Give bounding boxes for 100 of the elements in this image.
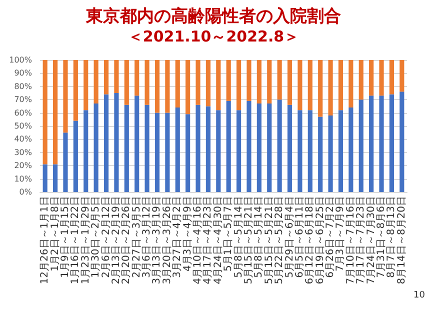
- x-tick-label: 8月7日～8月13日: [386, 196, 398, 278]
- x-tick-label: 1月9日～1月15日: [60, 196, 71, 278]
- bar: [298, 110, 302, 192]
- bar: [226, 60, 231, 101]
- x-tick-label: 6月19日～6月25日: [314, 196, 326, 284]
- bar: [186, 114, 190, 192]
- bar: [400, 60, 404, 92]
- x-tick-label: 5月22日～5月28日: [274, 196, 286, 284]
- x-tick-label: 4月10日～4月16日: [192, 196, 204, 284]
- y-tick-label: 30%: [14, 148, 32, 157]
- x-tick-label: 3月6日～3月12日: [142, 196, 153, 278]
- bar: [379, 60, 384, 96]
- x-tick-label: 6月12日～6月18日: [304, 196, 316, 284]
- bar: [338, 60, 344, 110]
- bar: [216, 110, 221, 192]
- x-tick-label: 2月27日～3月5日: [131, 196, 142, 278]
- bar: [53, 60, 58, 164]
- bar: [358, 60, 364, 100]
- bar: [175, 108, 180, 192]
- x-tick-label: 4月3日～4月9日: [182, 196, 194, 272]
- bar: [236, 110, 242, 192]
- x-tick-label: 1月2日～1月8日: [50, 196, 61, 272]
- y-tick-label: 90%: [14, 68, 32, 78]
- bar: [246, 60, 252, 101]
- bar: [196, 60, 200, 105]
- bar: [104, 60, 109, 94]
- bar: [348, 60, 354, 108]
- bar: [196, 104, 200, 192]
- bar: [379, 96, 384, 192]
- x-tick-label: 7月24日～7月30日: [366, 196, 377, 284]
- bar: [277, 100, 282, 192]
- bar: [114, 60, 119, 93]
- bar: [246, 100, 252, 192]
- x-tick-label: 6月5日～6月11日: [294, 196, 306, 278]
- bar: [154, 60, 160, 113]
- x-tick-label: 1月23日～1月29日: [80, 196, 92, 284]
- bar: [389, 60, 394, 94]
- bar: [369, 60, 374, 96]
- bar: [165, 60, 170, 113]
- x-tick-label: 6月26日～7月2日: [325, 196, 336, 278]
- y-tick-label: 40%: [14, 134, 32, 144]
- bar: [308, 60, 312, 110]
- bar: [318, 60, 323, 117]
- bar: [206, 60, 210, 106]
- bar: [348, 108, 354, 192]
- x-tick-label: 3月13日～3月19日: [152, 196, 163, 284]
- bar: [94, 104, 98, 192]
- y-tick-label: 80%: [14, 82, 32, 91]
- bar: [206, 106, 210, 192]
- bar: [73, 120, 78, 192]
- bar: [73, 60, 78, 121]
- bar: [389, 94, 394, 192]
- x-tick-label: 5月1日～5月7日: [223, 196, 234, 272]
- bar: [84, 110, 88, 192]
- x-tick-label: 7月10日～7月16日: [345, 196, 356, 284]
- bar: [165, 112, 170, 192]
- chart-subtitle: ＜2021.10～2022.8＞: [128, 28, 300, 46]
- x-tick-label: 4月17日～4月23日: [202, 196, 214, 284]
- y-tick-label: 100%: [9, 56, 32, 64]
- bar: [369, 96, 374, 192]
- x-tick-label: 7月17日～7月23日: [356, 196, 367, 284]
- x-tick-label: 7月3日～7月9日: [335, 196, 346, 272]
- x-tick-label: 5月15日～5月21日: [243, 196, 254, 284]
- x-tick-label: 2月6日～2月12日: [100, 196, 112, 278]
- x-tick-label: 3月27日～4月2日: [172, 196, 184, 278]
- bar: [277, 60, 282, 100]
- x-tick-label: 1月16日～1月22日: [70, 196, 82, 284]
- x-tick-label: 5月8日～5月14日: [233, 196, 244, 278]
- x-tick-label: 2月20日～2月26日: [121, 196, 132, 284]
- bar: [53, 164, 58, 192]
- bar: [400, 92, 404, 192]
- bar: [63, 60, 68, 133]
- x-tick-label: 5月15日～5月21日: [264, 196, 275, 284]
- bar: [144, 104, 150, 192]
- bar: [144, 60, 150, 105]
- bar: [287, 104, 292, 192]
- chart-title: 東京都内の高齢陽性者の入院割合: [85, 6, 341, 26]
- text: 10: [414, 290, 426, 300]
- bar: [154, 112, 160, 192]
- bar: [308, 110, 312, 192]
- bar: [124, 60, 129, 105]
- bar: [114, 93, 119, 192]
- bar: [298, 60, 302, 110]
- bar: [267, 60, 272, 104]
- bar: [134, 96, 140, 192]
- y-tick-label: 10%: [14, 174, 32, 184]
- bar: [186, 60, 190, 114]
- bar: [94, 60, 98, 104]
- y-tick-label: 70%: [14, 95, 32, 104]
- bar: [175, 60, 180, 108]
- bar: [124, 104, 129, 192]
- bar: [256, 104, 262, 192]
- x-tick-label: 7月31日～8月6日: [376, 196, 388, 278]
- x-tick-label: 4月24日～4月30日: [212, 196, 224, 284]
- bar: [42, 164, 48, 192]
- bar: [358, 100, 364, 192]
- y-tick-label: 20%: [14, 161, 32, 170]
- bar: [267, 104, 272, 192]
- x-tick-label: 2月13日～2月19日: [110, 196, 122, 284]
- bar: [84, 60, 88, 110]
